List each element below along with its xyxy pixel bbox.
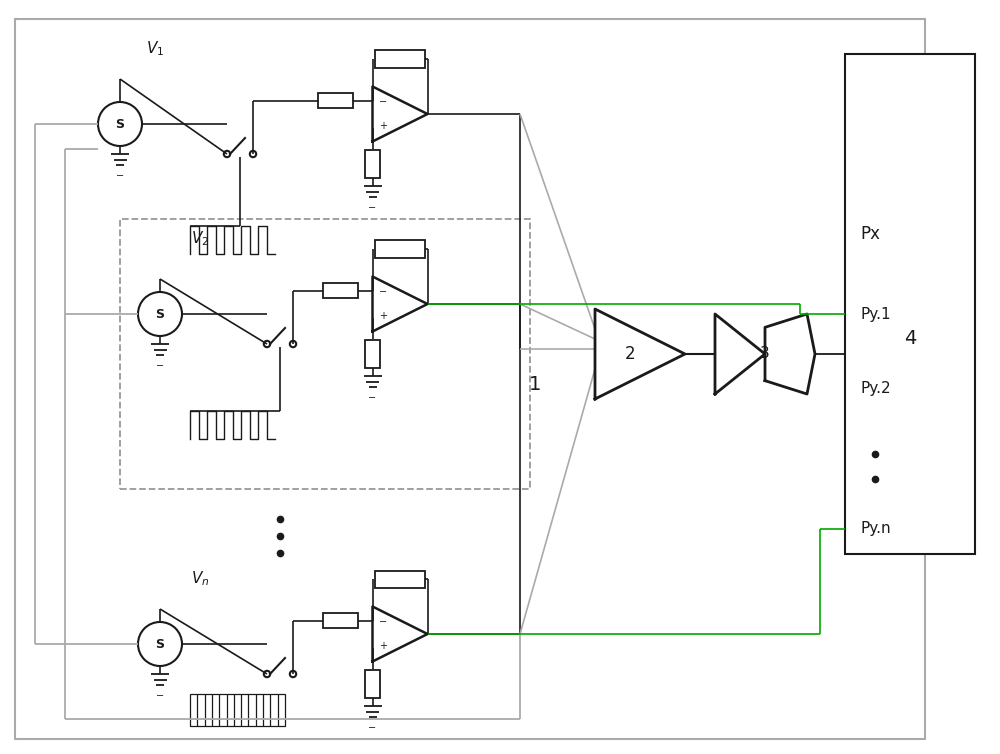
- Text: −: −: [368, 203, 377, 213]
- Bar: [845, 54, 975, 554]
- Bar: [365, 150, 380, 178]
- Bar: [365, 340, 380, 368]
- Circle shape: [290, 671, 296, 677]
- Bar: [322, 283, 358, 298]
- Circle shape: [290, 341, 296, 347]
- Bar: [375, 571, 425, 587]
- Circle shape: [224, 151, 230, 157]
- Text: 4: 4: [904, 329, 916, 348]
- Text: −: −: [368, 393, 377, 403]
- Text: 3: 3: [760, 347, 770, 361]
- Text: 1: 1: [529, 375, 541, 394]
- Bar: [120, 219, 530, 489]
- Circle shape: [264, 341, 270, 347]
- Text: Py.2: Py.2: [860, 382, 891, 397]
- Text: S: S: [116, 118, 124, 130]
- Circle shape: [138, 292, 182, 336]
- Text: $V_1$: $V_1$: [146, 40, 164, 58]
- Bar: [375, 51, 425, 68]
- Text: Px: Px: [860, 225, 880, 243]
- Text: −: −: [368, 723, 377, 733]
- Text: −: −: [156, 361, 164, 371]
- Text: −: −: [156, 691, 164, 701]
- Text: +: +: [380, 311, 388, 321]
- Circle shape: [250, 151, 256, 157]
- Text: −: −: [379, 287, 388, 297]
- Text: −: −: [379, 617, 388, 627]
- Text: +: +: [380, 121, 388, 131]
- Text: Py.1: Py.1: [860, 306, 891, 321]
- Text: $V_n$: $V_n$: [191, 570, 209, 588]
- Text: S: S: [156, 637, 164, 651]
- Circle shape: [138, 622, 182, 666]
- Text: S: S: [156, 308, 164, 320]
- Text: Py.n: Py.n: [860, 522, 891, 537]
- Text: 2: 2: [625, 345, 635, 363]
- Bar: [322, 613, 358, 628]
- Bar: [375, 241, 425, 258]
- Text: −: −: [116, 171, 124, 181]
- Circle shape: [98, 102, 142, 146]
- Circle shape: [264, 671, 270, 677]
- Text: $V_2$: $V_2$: [191, 230, 209, 248]
- Text: −: −: [379, 97, 388, 107]
- Bar: [190, 694, 285, 726]
- Bar: [318, 93, 352, 108]
- Bar: [365, 670, 380, 698]
- Text: +: +: [380, 641, 388, 651]
